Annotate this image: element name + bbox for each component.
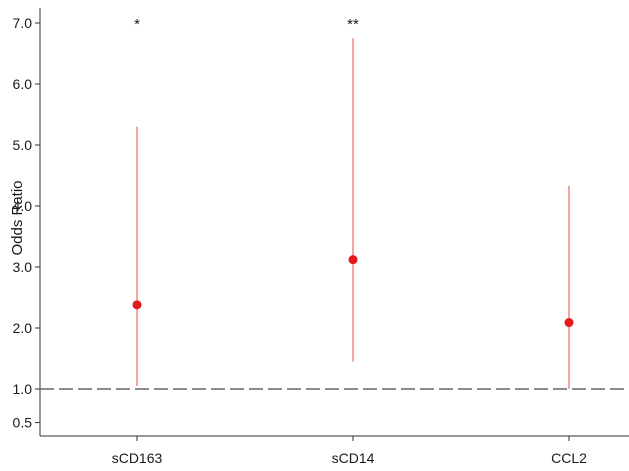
y-axis-label: Odds Ratio	[9, 180, 26, 255]
y-tick-label: 7.0	[13, 15, 33, 31]
y-tick-label: 3.0	[13, 259, 33, 275]
x-tick-label: sCD163	[112, 450, 163, 466]
y-tick-label: 0.5	[13, 415, 33, 431]
significance-annotation: **	[347, 16, 359, 33]
x-tick-label: CCL2	[551, 450, 587, 466]
data-point	[564, 318, 574, 328]
significance-annotation: *	[134, 16, 140, 33]
y-tick-label: 1.0	[13, 381, 33, 397]
x-tick-label: sCD14	[332, 450, 375, 466]
axes-layer: 0.5 1.0 2.0 3.0 4.0 5.0 6.0 7.0 sCD163 sCD14 CCL2	[13, 8, 629, 466]
marks-layer: * **	[40, 16, 629, 390]
data-point	[132, 300, 142, 310]
data-point	[348, 255, 358, 265]
y-tick-label: 5.0	[13, 137, 33, 153]
y-tick-label: 4.0	[13, 198, 33, 214]
y-tick-label: 2.0	[13, 320, 33, 336]
y-tick-label: 6.0	[13, 76, 33, 92]
